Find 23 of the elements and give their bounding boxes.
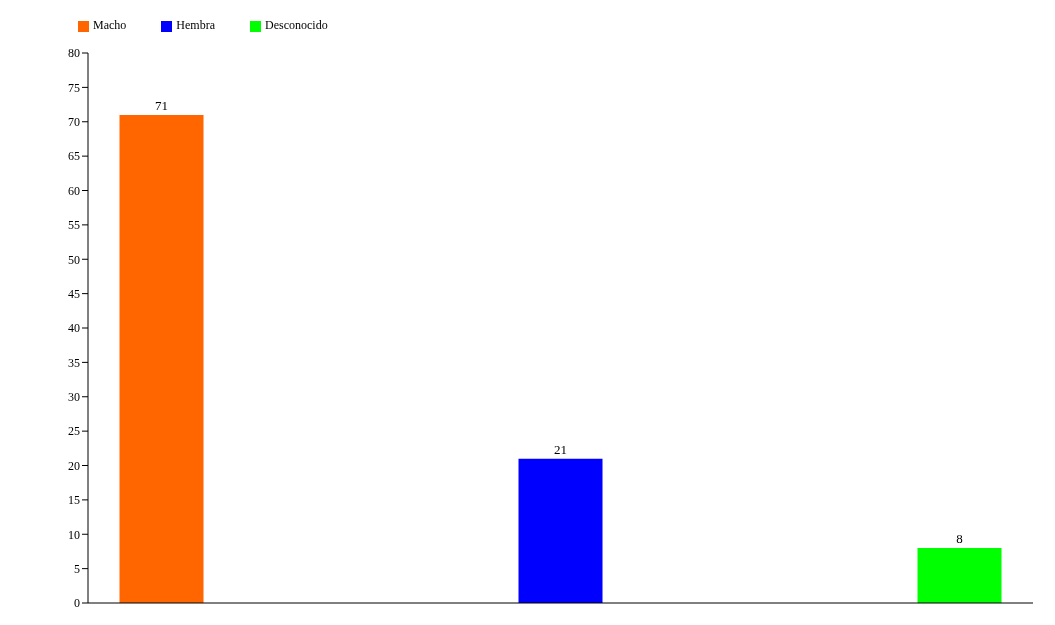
y-tick-label: 20 [68, 458, 80, 473]
legend-label: Hembra [176, 18, 215, 32]
y-tick-label: 5 [74, 561, 80, 576]
y-tick-label: 50 [68, 252, 80, 267]
y-tick-label: 40 [68, 321, 80, 336]
y-tick-label: 75 [68, 80, 80, 95]
y-tick-label: 10 [68, 527, 80, 542]
y-tick-label: 0 [74, 596, 80, 611]
y-tick-label: 35 [68, 355, 80, 370]
y-tick-label: 65 [68, 149, 80, 164]
y-tick-label: 80 [68, 46, 80, 61]
y-tick-label: 15 [68, 493, 80, 508]
y-tick-label: 70 [68, 115, 80, 130]
data-label: 8 [956, 531, 963, 546]
data-label: 71 [155, 97, 168, 113]
legend-label: Macho [93, 18, 127, 32]
y-tick-label: 30 [68, 390, 80, 405]
data-label: 21 [554, 441, 567, 457]
y-tick-label: 60 [68, 183, 80, 198]
y-tick-label: 25 [68, 424, 80, 439]
y-tick-label: 55 [68, 218, 80, 233]
y-tick-label: 45 [68, 286, 80, 301]
legend-label: Desconocido [264, 18, 328, 32]
